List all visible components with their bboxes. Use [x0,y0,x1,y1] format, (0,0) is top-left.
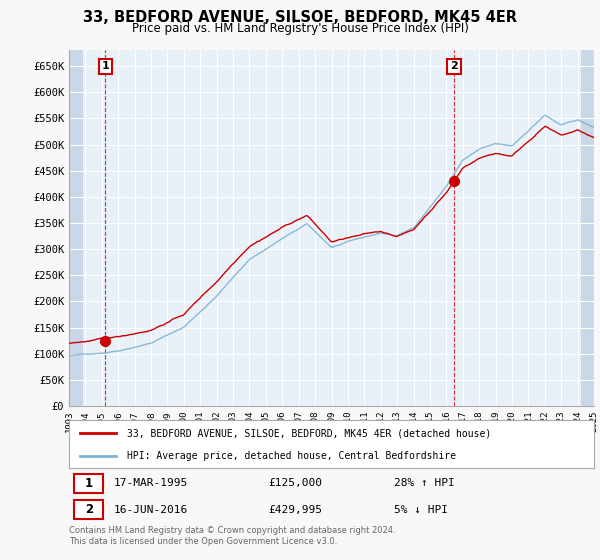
Text: 33, BEDFORD AVENUE, SILSOE, BEDFORD, MK45 4ER: 33, BEDFORD AVENUE, SILSOE, BEDFORD, MK4… [83,10,517,25]
Text: 28% ↑ HPI: 28% ↑ HPI [395,478,455,488]
Text: Contains HM Land Registry data © Crown copyright and database right 2024.
This d: Contains HM Land Registry data © Crown c… [69,526,395,546]
Text: £125,000: £125,000 [269,478,323,488]
Text: HPI: Average price, detached house, Central Bedfordshire: HPI: Average price, detached house, Cent… [127,451,456,461]
FancyBboxPatch shape [74,474,103,493]
Bar [69,50,83,406]
FancyBboxPatch shape [74,500,103,520]
Text: 1: 1 [85,477,93,490]
Text: 17-MAR-1995: 17-MAR-1995 [113,478,188,488]
Text: 33, BEDFORD AVENUE, SILSOE, BEDFORD, MK45 4ER (detached house): 33, BEDFORD AVENUE, SILSOE, BEDFORD, MK4… [127,428,491,438]
Text: Price paid vs. HM Land Registry's House Price Index (HPI): Price paid vs. HM Land Registry's House … [131,22,469,35]
Bar [581,50,600,406]
Text: £429,995: £429,995 [269,505,323,515]
Text: 2: 2 [450,62,458,72]
Text: 16-JUN-2016: 16-JUN-2016 [113,505,188,515]
Text: 5% ↓ HPI: 5% ↓ HPI [395,505,449,515]
Text: 1: 1 [101,62,109,72]
Text: 2: 2 [85,503,93,516]
